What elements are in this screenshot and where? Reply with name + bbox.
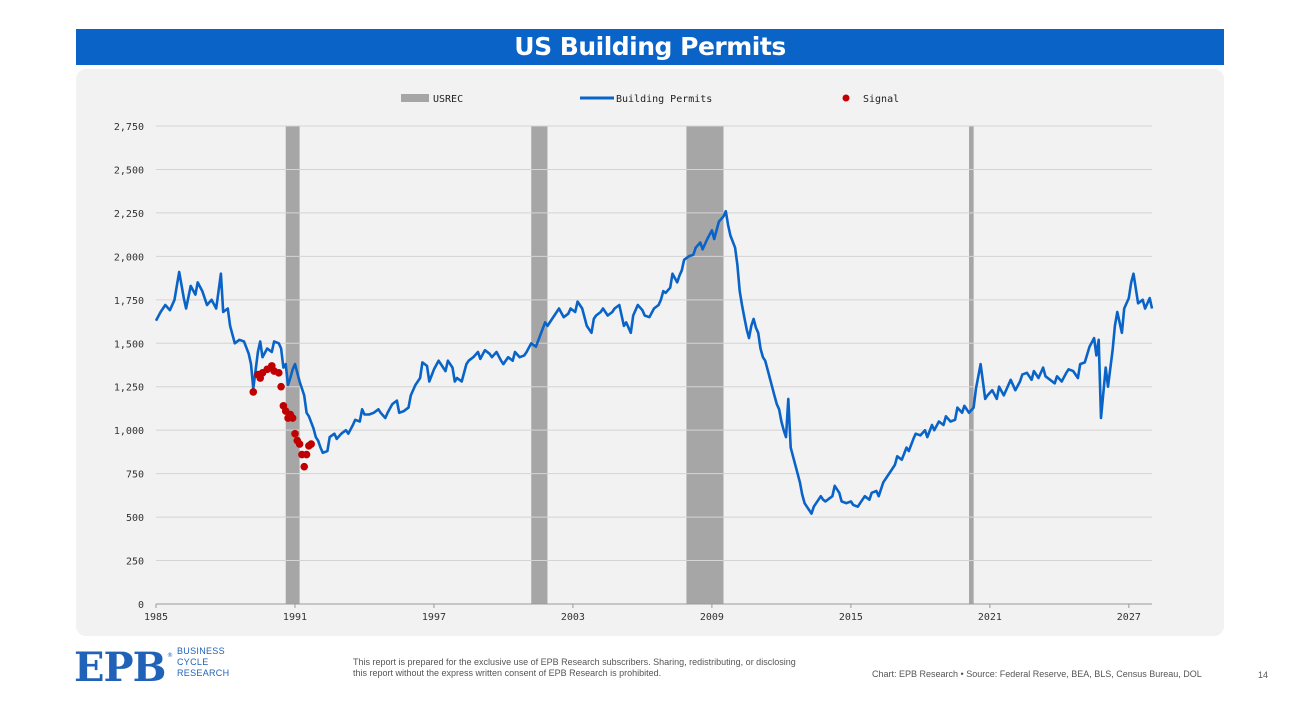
y-tick-label: 1,500	[114, 339, 144, 350]
disclaimer-text: This report is prepared for the exclusiv…	[353, 657, 796, 678]
page-number: 14	[1258, 670, 1269, 680]
legend: USREC Building Permits Signal	[401, 94, 899, 105]
x-tick-label: 1991	[283, 612, 307, 623]
signal-point	[302, 450, 311, 459]
y-tick-label: 2,000	[114, 252, 144, 263]
signal-point	[291, 429, 299, 438]
signal-point	[295, 440, 304, 448]
x-tick-label: 1997	[422, 612, 446, 623]
x-tick-label: 2003	[561, 612, 585, 623]
logo-line-3: RESEARCH	[177, 668, 230, 678]
recession-band	[531, 126, 548, 604]
y-tick-label: 2,750	[114, 122, 144, 133]
chart-title: US Building Permits	[76, 29, 1224, 65]
footer: EPB ® BUSINESS CYCLE RESEARCH This repor…	[0, 645, 1300, 725]
recession-band	[969, 126, 974, 604]
logo-line-2: CYCLE	[177, 657, 209, 667]
legend-label-permits: Building Permits	[616, 94, 712, 105]
logo-line-1: BUSINESS	[177, 646, 225, 656]
signal-point	[288, 414, 297, 422]
legend-swatch-usrec	[401, 94, 429, 102]
x-tick-label: 2021	[978, 612, 1002, 623]
y-tick-label: 1,250	[114, 383, 144, 394]
chart-panel: 0 250 500 750 1,000 1,250 1,500 1,750 2,000 2,250…	[76, 69, 1224, 636]
x-tick-label: 2027	[1117, 612, 1141, 623]
legend-label-usrec: USREC	[433, 94, 463, 105]
recession-band	[285, 126, 300, 604]
signal-point	[307, 440, 315, 448]
logo-letters: EPB	[74, 647, 165, 685]
y-tick-label: 1,000	[114, 426, 144, 437]
building-permits-chart: 0 250 500 750 1,000 1,250 1,500 1,750 2,000 2,250…	[114, 94, 1154, 623]
signal-point	[274, 369, 283, 377]
source-text: Chart: EPB Research • Source: Federal Re…	[872, 669, 1202, 679]
building-permits-line	[154, 209, 1154, 515]
legend-label-signal: Signal	[863, 94, 899, 105]
y-tick-label: 250	[126, 557, 144, 568]
x-tick-label: 2009	[700, 612, 724, 623]
legend-swatch-signal	[842, 94, 850, 102]
signal-point	[249, 388, 258, 396]
svg-text:®: ®	[167, 652, 173, 659]
y-tick-label: 750	[126, 470, 144, 481]
y-tick-label: 1,750	[114, 296, 144, 307]
epb-logo: EPB ®	[74, 647, 173, 685]
signal-point	[300, 462, 309, 471]
y-tick-label: 500	[126, 513, 144, 524]
x-tick-label: 1985	[144, 612, 168, 623]
y-tick-label: 2,250	[114, 209, 144, 220]
recession-band	[686, 126, 724, 604]
logo-tagline: BUSINESS CYCLE RESEARCH	[177, 646, 229, 679]
x-tick-label: 2015	[839, 612, 863, 623]
signal-point	[277, 382, 285, 391]
y-tick-label: 2,500	[114, 165, 144, 176]
y-tick-label: 0	[138, 600, 144, 611]
